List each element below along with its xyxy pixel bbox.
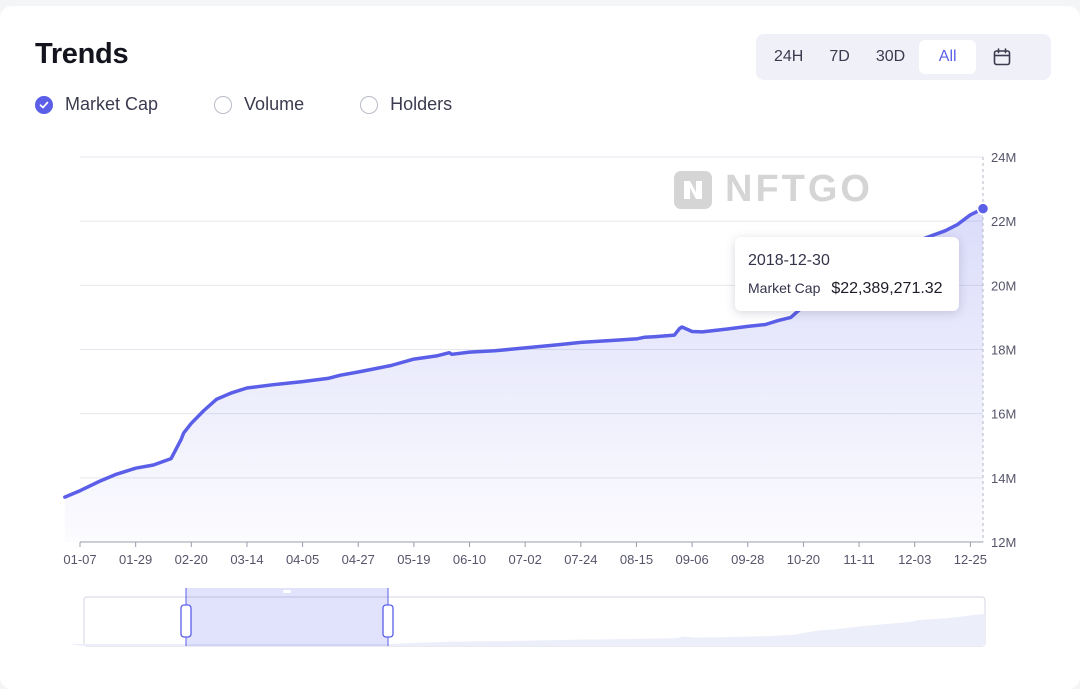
metric-volume[interactable]: Volume — [214, 94, 304, 115]
metric-label: Market Cap — [65, 94, 159, 114]
zoom-move-grip[interactable] — [283, 590, 291, 593]
x-tick-label: 04-27 — [342, 552, 375, 567]
y-tick-label: 20M — [991, 278, 1016, 293]
x-tick-label: 12-25 — [954, 552, 987, 567]
y-tick-label: 14M — [991, 471, 1016, 486]
metric-market-cap[interactable]: Market Cap — [35, 94, 158, 115]
tooltip-value: $22,389,271.32 — [831, 280, 943, 297]
page-title: Trends — [35, 38, 129, 70]
metric-holders[interactable]: Holders — [360, 94, 452, 115]
metric-label: Holders — [390, 94, 453, 114]
x-tick-label: 09-06 — [675, 552, 708, 567]
y-tick-label: 24M — [991, 150, 1016, 165]
time-range-selector: 24H 7D 30D All — [756, 34, 1051, 80]
y-tick-label: 22M — [991, 214, 1016, 229]
x-tick-label: 01-07 — [63, 552, 96, 567]
x-tick-label: 02-20 — [175, 552, 208, 567]
metric-label: Volume — [244, 94, 305, 114]
x-tick-label: 07-24 — [564, 552, 597, 567]
zoom-handle-right[interactable] — [382, 604, 394, 638]
tooltip-label: Market Cap — [748, 280, 821, 296]
calendar-icon — [993, 48, 1011, 66]
x-tick-label: 12-03 — [898, 552, 931, 567]
range-24h-button[interactable]: 24H — [774, 48, 804, 65]
nftgo-watermark: NFTGO — [673, 168, 873, 211]
x-tick-label: 07-02 — [509, 552, 542, 567]
x-tick-label: 11-11 — [843, 552, 874, 567]
range-30d-button[interactable]: 30D — [875, 48, 906, 65]
market-cap-area — [64, 208, 984, 542]
x-tick-label: 04-05 — [286, 552, 319, 567]
range-all-button[interactable]: All — [919, 40, 977, 74]
y-tick-label: 16M — [991, 407, 1016, 422]
watermark-text: NFTGO — [725, 168, 873, 210]
y-tick-label: 12M — [991, 535, 1016, 550]
x-tick-label: 05-19 — [397, 552, 430, 567]
metric-options: Market Cap Volume Holders — [35, 94, 508, 115]
tooltip-date: 2018-12-30 — [748, 252, 830, 269]
radio-icon — [360, 95, 379, 114]
calendar-button[interactable] — [982, 40, 1022, 74]
x-tick-label: 08-15 — [620, 552, 653, 567]
zoom-selection[interactable] — [186, 588, 388, 646]
zoom-preview-area — [68, 613, 985, 646]
check-icon — [35, 95, 53, 114]
zoom-handle-left[interactable] — [180, 604, 192, 638]
x-tick-label: 09-28 — [731, 552, 764, 567]
hover-data-point — [976, 202, 990, 215]
x-tick-label: 03-14 — [230, 552, 263, 567]
chart-tooltip: 2018-12-30 Market Cap $22,389,271.32 — [735, 237, 959, 311]
x-tick-label: 01-29 — [119, 552, 152, 567]
radio-icon — [214, 95, 233, 114]
y-tick-label: 18M — [991, 343, 1016, 358]
x-tick-label: 10-20 — [787, 552, 820, 567]
range-7d-button[interactable]: 7D — [829, 48, 850, 65]
x-tick-label: 06-10 — [453, 552, 486, 567]
nftgo-logo-icon — [674, 170, 712, 209]
